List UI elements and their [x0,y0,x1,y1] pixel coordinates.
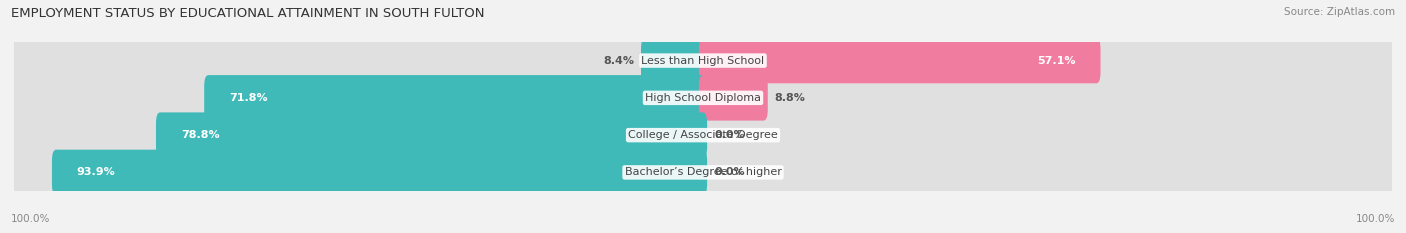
FancyBboxPatch shape [10,75,1396,121]
Text: 8.4%: 8.4% [603,56,634,65]
Text: 0.0%: 0.0% [714,168,745,177]
FancyBboxPatch shape [52,150,707,195]
Text: 71.8%: 71.8% [229,93,267,103]
Text: 8.8%: 8.8% [775,93,806,103]
FancyBboxPatch shape [641,38,707,83]
FancyBboxPatch shape [204,75,707,121]
FancyBboxPatch shape [10,38,1396,83]
Text: 100.0%: 100.0% [11,214,51,224]
FancyBboxPatch shape [10,112,1396,158]
Text: 78.8%: 78.8% [181,130,219,140]
Text: Source: ZipAtlas.com: Source: ZipAtlas.com [1284,7,1395,17]
FancyBboxPatch shape [156,112,707,158]
Text: 57.1%: 57.1% [1038,56,1076,65]
Text: Bachelor’s Degree or higher: Bachelor’s Degree or higher [624,168,782,177]
Text: 100.0%: 100.0% [1355,214,1395,224]
Text: High School Diploma: High School Diploma [645,93,761,103]
FancyBboxPatch shape [699,75,768,121]
Text: 93.9%: 93.9% [77,168,115,177]
FancyBboxPatch shape [699,38,1101,83]
Text: EMPLOYMENT STATUS BY EDUCATIONAL ATTAINMENT IN SOUTH FULTON: EMPLOYMENT STATUS BY EDUCATIONAL ATTAINM… [11,7,485,20]
FancyBboxPatch shape [10,150,1396,195]
Text: Less than High School: Less than High School [641,56,765,65]
Text: 0.0%: 0.0% [714,130,745,140]
Text: College / Associate Degree: College / Associate Degree [628,130,778,140]
